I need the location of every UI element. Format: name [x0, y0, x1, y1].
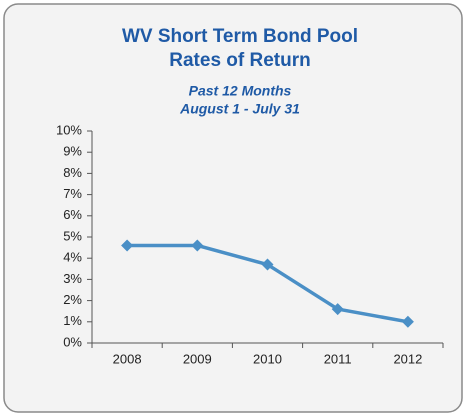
data-marker	[121, 239, 134, 252]
x-tick-label: 2012	[393, 351, 422, 366]
y-tick-label: 5%	[63, 228, 82, 243]
chart-subtitle: Past 12 Months	[189, 83, 292, 99]
y-tick-label: 0%	[63, 334, 82, 349]
x-tick-label: 2010	[253, 351, 282, 366]
x-tick-label: 2008	[113, 351, 142, 366]
x-tick-label: 2009	[183, 351, 212, 366]
y-tick-label: 6%	[63, 207, 82, 222]
y-tick-label: 3%	[63, 271, 82, 286]
x-tick-label: 2011	[324, 351, 352, 366]
y-tick-label: 10%	[56, 122, 82, 137]
data-marker	[191, 239, 204, 252]
data-marker	[331, 303, 344, 316]
chart-title: Rates of Return	[169, 50, 310, 71]
chart-subtitle: August 1 - July 31	[179, 101, 300, 117]
y-tick-label: 8%	[63, 165, 82, 180]
chart-title: WV Short Term Bond Pool	[122, 26, 358, 47]
y-tick-label: 4%	[63, 250, 82, 265]
y-tick-label: 1%	[63, 313, 82, 328]
data-marker	[261, 258, 274, 271]
y-tick-label: 7%	[63, 186, 82, 201]
y-tick-label: 9%	[63, 144, 82, 159]
y-tick-label: 2%	[63, 292, 82, 307]
data-marker	[401, 315, 414, 328]
